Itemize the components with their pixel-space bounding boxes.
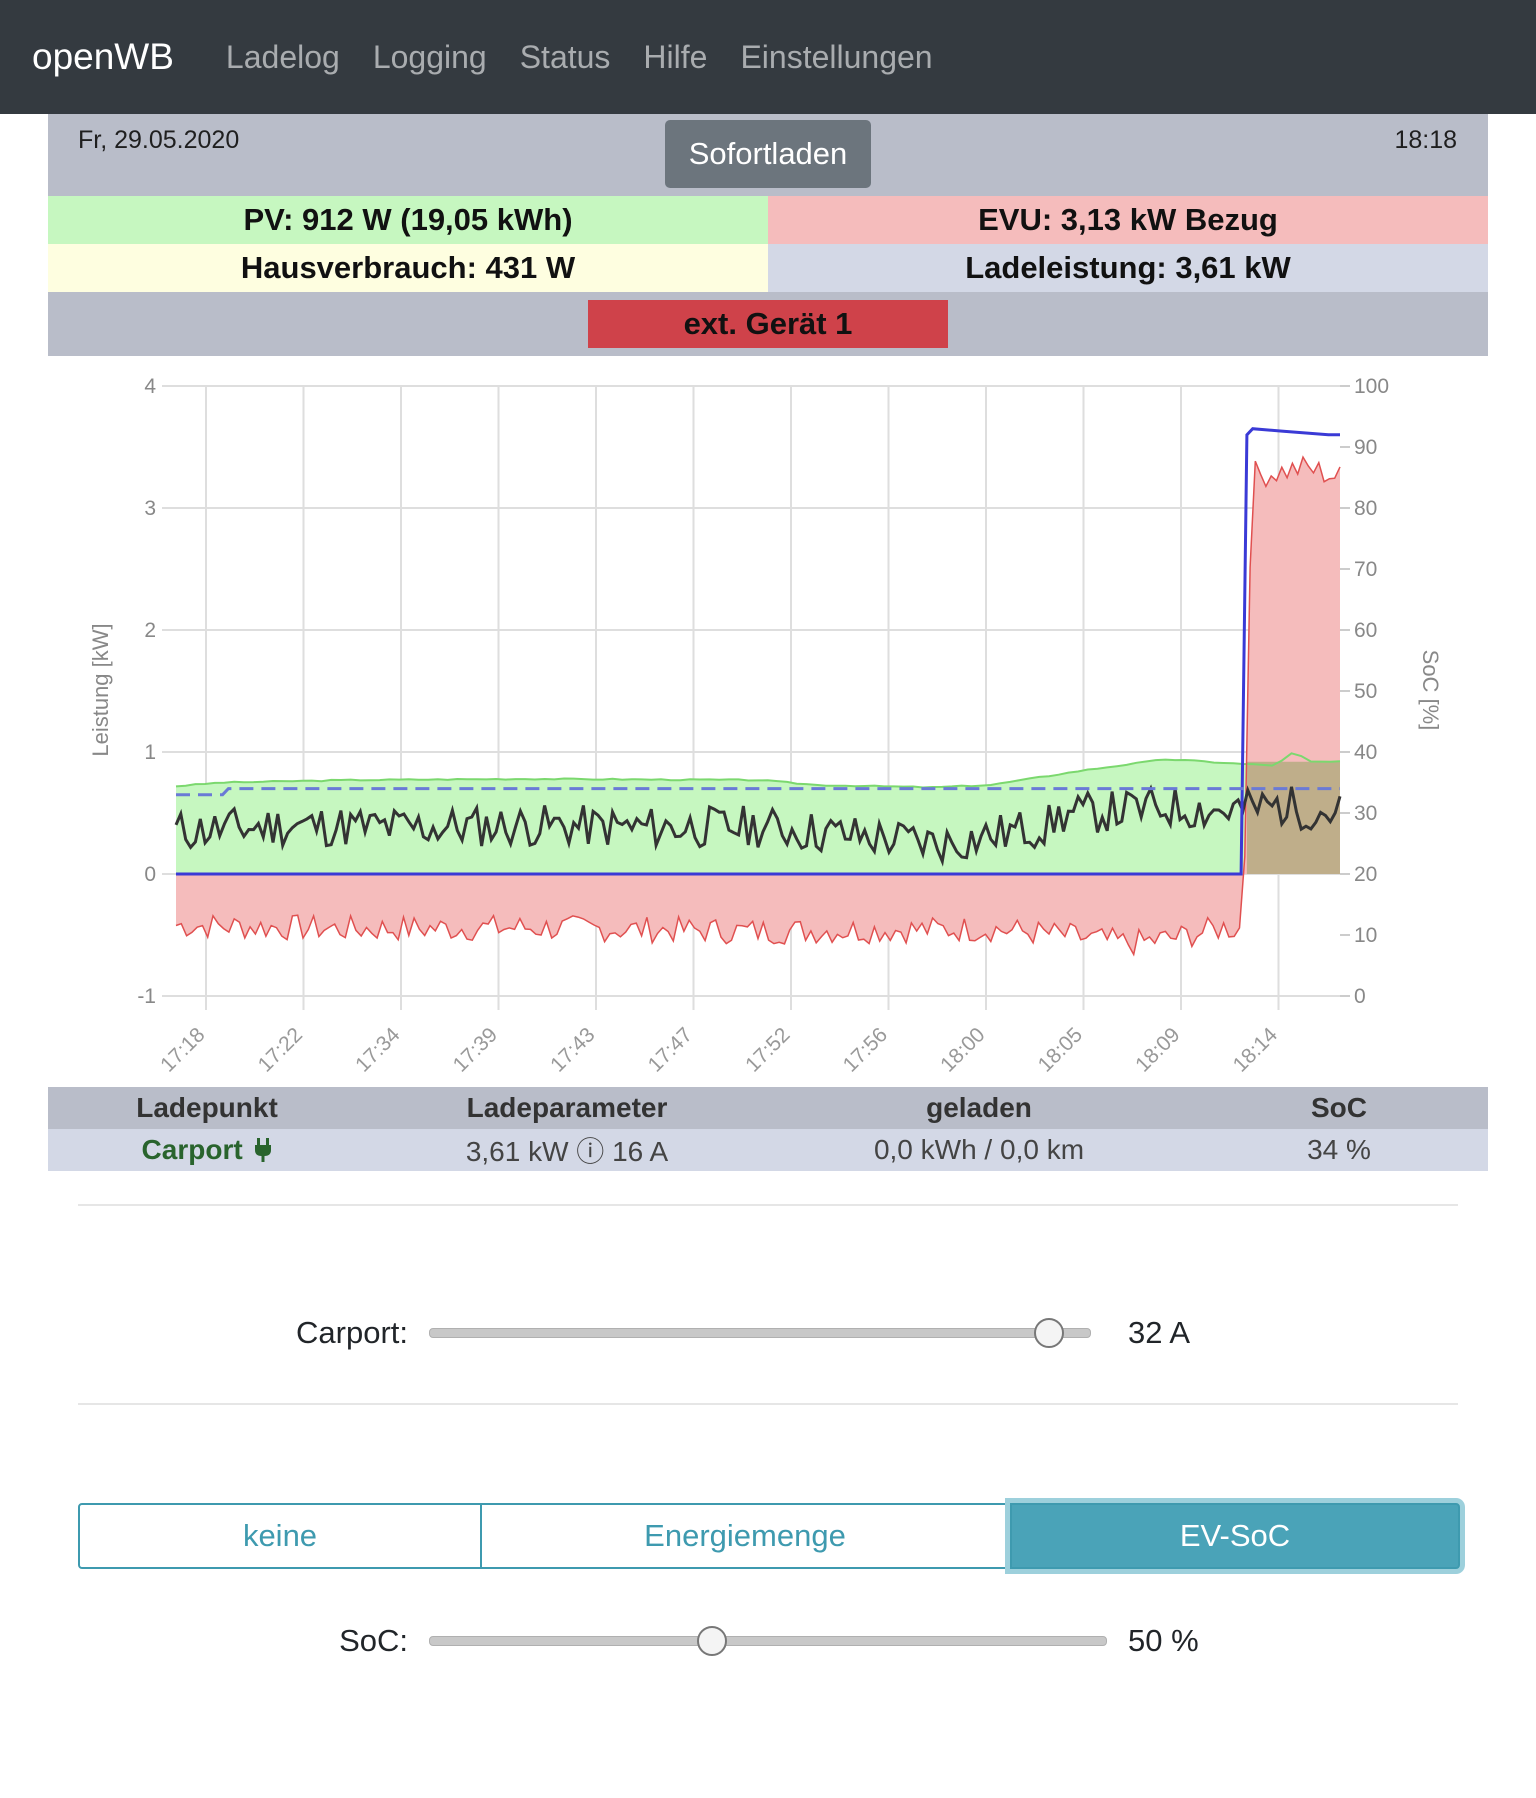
plug-icon	[255, 1138, 272, 1162]
left-axis-label: Leistung [kW]	[88, 623, 113, 756]
ladeziel-button-group: keine Energiemenge EV-SoC	[78, 1503, 1460, 1569]
divider	[78, 1403, 1458, 1405]
header-ladeparameter: Ladeparameter	[466, 1092, 668, 1123]
left-tick-label: 1	[144, 741, 156, 764]
x-tick-label: 17:52	[741, 1023, 794, 1075]
ladepunkt-cell[interactable]: Carport	[48, 1134, 366, 1166]
sofortladen-button[interactable]: Sofortladen	[665, 120, 871, 188]
x-tick-label: 18:05	[1034, 1023, 1087, 1075]
pv-line	[175, 752, 1341, 789]
nav-link-einstellungen[interactable]: Einstellungen	[740, 38, 933, 75]
divider	[78, 1204, 1458, 1206]
evu-line	[175, 455, 1341, 957]
status-panel: Fr, 29.05.2020 Sofortladen 18:18 PV: 912…	[48, 114, 1488, 356]
right-axis-label: SoC [%]	[1418, 650, 1443, 731]
soc-value: 34 %	[1307, 1134, 1371, 1165]
ext-device-button[interactable]: ext. Gerät 1	[588, 300, 948, 348]
right-tick-label: 30	[1354, 802, 1377, 825]
navbar: openWB Ladelog Logging Status Hilfe Eins…	[0, 0, 1536, 114]
option-keine-button[interactable]: keine	[78, 1503, 482, 1569]
chart-lines	[174, 427, 1342, 957]
current-date: Fr, 29.05.2020	[78, 126, 240, 154]
carport-slider-label: Carport:	[296, 1315, 408, 1350]
overlap-area	[1246, 761, 1340, 874]
geladen-value: 0,0 kWh / 0,0 km	[873, 1134, 1085, 1165]
ladeleistung-status: Ladeleistung: 3,61 kW	[768, 244, 1488, 292]
ladeparameter-value: 3,61 kW ⓘ 16 A	[465, 1136, 669, 1167]
x-tick-label: 18:00	[936, 1023, 989, 1075]
hausverbrauch-line	[174, 784, 1342, 867]
ladeleistung-line	[176, 427, 1340, 876]
x-tick-label: 17:18	[156, 1023, 209, 1075]
x-tick-label: 18:14	[1229, 1023, 1283, 1075]
option-energiemenge-button[interactable]: Energiemenge	[482, 1503, 1010, 1569]
left-tick-label: -1	[137, 985, 156, 1008]
x-tick-label: 17:56	[839, 1023, 892, 1075]
current-time: 18:18	[1394, 126, 1457, 154]
left-tick-label: 4	[144, 375, 156, 398]
header-ladepunkt: Ladepunkt	[136, 1092, 278, 1123]
left-tick-label: 2	[144, 619, 156, 642]
x-tick-label: 17:22	[254, 1023, 307, 1075]
option-ev-soc-button[interactable]: EV-SoC	[1010, 1503, 1460, 1569]
soc-slider-value: 50 %	[1128, 1623, 1199, 1658]
soc-line	[176, 787, 1340, 797]
right-tick-label: 0	[1354, 985, 1366, 1008]
pv-status: PV: 912 W (19,05 kWh)	[48, 196, 768, 244]
nav-link-ladelog[interactable]: Ladelog	[225, 38, 340, 75]
header-soc: SoC	[1311, 1092, 1367, 1123]
x-tick-label: 18:09	[1131, 1023, 1184, 1075]
table-row: Carport 3,61 kW ⓘ 16 A 0,0 kWh / 0,0 km …	[48, 1129, 1488, 1171]
right-tick-label: 70	[1354, 558, 1377, 581]
right-tick-label: 60	[1354, 619, 1377, 642]
pv-area	[176, 753, 1340, 874]
carport-slider-value: 32 A	[1128, 1315, 1191, 1350]
left-tick-label: 0	[144, 863, 156, 886]
table-header: Ladepunkt Ladeparameter geladen SoC	[48, 1087, 1488, 1129]
left-tick-label: 3	[144, 497, 156, 520]
x-tick-label: 17:34	[351, 1023, 405, 1075]
chart-areas	[176, 457, 1340, 955]
evu-status: EVU: 3,13 kW Bezug	[768, 196, 1488, 244]
x-tick-label: 17:47	[644, 1023, 697, 1075]
nav-link-hilfe[interactable]: Hilfe	[643, 38, 708, 75]
nav-link-status[interactable]: Status	[519, 38, 611, 75]
x-tick-label: 17:43	[546, 1023, 599, 1075]
brand-logo[interactable]: openWB	[32, 36, 174, 77]
right-tick-label: 50	[1354, 680, 1377, 703]
right-tick-label: 100	[1354, 375, 1389, 398]
nav-link-logging[interactable]: Logging	[372, 38, 487, 75]
header-geladen: geladen	[926, 1092, 1032, 1123]
right-tick-label: 90	[1354, 436, 1377, 459]
hausverbrauch-status: Hausverbrauch: 431 W	[48, 244, 768, 292]
right-tick-label: 80	[1354, 497, 1377, 520]
carport-slider-thumb[interactable]	[1033, 1318, 1064, 1348]
right-tick-label: 40	[1354, 741, 1377, 764]
ladepunkt-name[interactable]: Carport	[141, 1134, 243, 1165]
soc-slider-label: SoC:	[339, 1623, 408, 1658]
ladepunkt-table: Ladepunkt Ladeparameter geladen SoC Carp…	[48, 1087, 1488, 1171]
soc-slider-thumb[interactable]	[697, 1626, 728, 1656]
soc-slider-track[interactable]	[429, 1636, 1107, 1646]
right-tick-label: 20	[1354, 863, 1377, 886]
evu-area	[176, 457, 1340, 955]
x-tick-label: 17:39	[449, 1023, 502, 1075]
carport-slider-track[interactable]	[429, 1328, 1091, 1338]
right-tick-label: 10	[1354, 924, 1377, 947]
